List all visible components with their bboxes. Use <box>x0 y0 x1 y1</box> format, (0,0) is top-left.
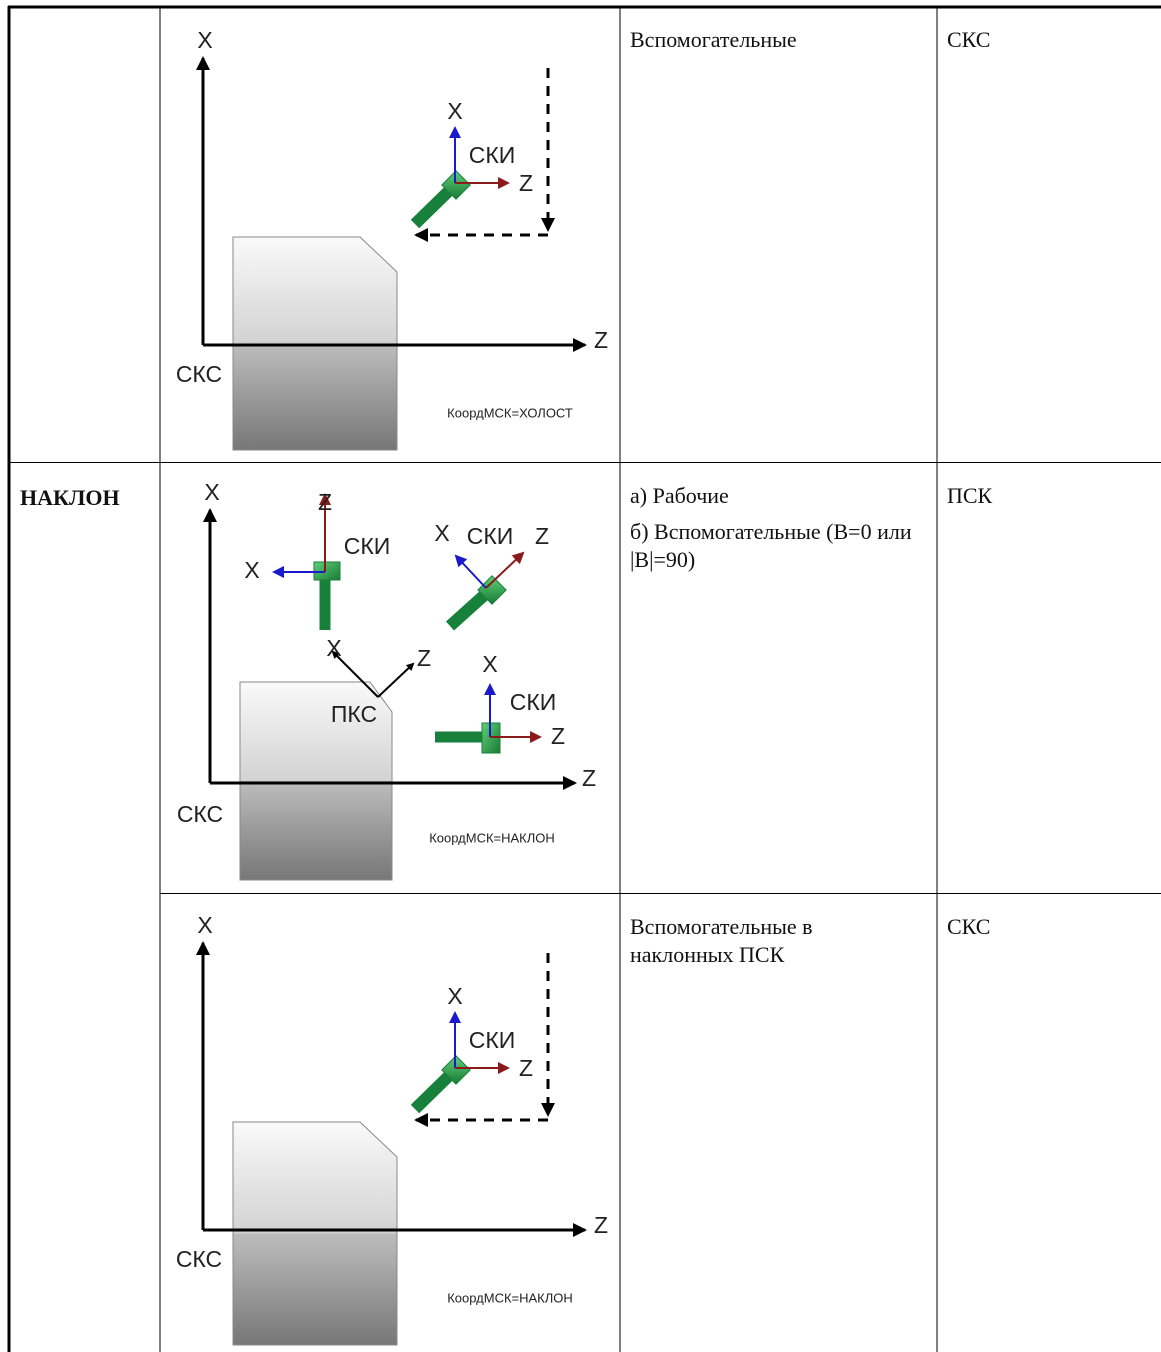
axis-label: Z <box>535 523 549 549</box>
axis-label: Z <box>318 489 332 515</box>
line <box>378 664 413 697</box>
cell-text: Вспомогательные <box>630 26 920 54</box>
axis-label: X <box>447 983 462 1009</box>
axis-label: Z <box>417 645 431 671</box>
cell: СКС <box>947 26 1147 62</box>
diagram: X Z СКС X СКИ Z КоордМСК=ХОЛОСТ <box>176 27 608 450</box>
shape <box>233 1122 397 1345</box>
axis-label: Z <box>582 765 596 791</box>
table-borders <box>8 6 1161 1352</box>
axis-label: СКС <box>177 801 223 827</box>
cell-text: б) Вспомогательные (B=0 или |B|=90) <box>630 518 915 574</box>
caption: КоордМСК=НАКЛОН <box>429 830 555 845</box>
axis-label: X <box>197 27 212 53</box>
diagram: X Z СКС X СКИ Z КоордМСК=НАКЛОН <box>176 912 608 1345</box>
axis-label: Z <box>551 723 565 749</box>
axis-label: СКИ <box>469 1027 516 1053</box>
line <box>486 553 523 588</box>
caption: КоордМСК=НАКЛОН <box>447 1290 573 1305</box>
axis-label: X <box>197 912 212 938</box>
axis-label: Z <box>594 327 608 353</box>
cell-text: Вспомогательные в наклонных ПСК <box>630 913 910 969</box>
diagram: X Z СКС Z СКИ X X СКИ Z X Z ПКС X СКИ Z … <box>177 479 596 880</box>
axis-label: Z <box>594 1212 608 1238</box>
axis-label: X <box>204 479 219 505</box>
mode-label: НАКЛОН <box>20 484 138 512</box>
cell: а) Рабочие б) Вспомогательные (B=0 или |B… <box>630 482 915 582</box>
axis-label: X <box>326 635 341 661</box>
cell: ПСК <box>947 482 1147 518</box>
axis-label: СКИ <box>344 533 391 559</box>
cell-text: СКС <box>947 26 1147 54</box>
axis-label: СКИ <box>467 523 514 549</box>
axis-label: X <box>482 651 497 677</box>
caption: КоордМСК=ХОЛОСТ <box>447 405 573 420</box>
axis-label: X <box>447 98 462 124</box>
cell: Вспомогательные <box>630 26 920 62</box>
cell-text: ПСК <box>947 482 1147 510</box>
page: X Z СКС X СКИ Z КоордМСК=ХОЛОСТ X Z СКС … <box>0 0 1161 1352</box>
axis-label: СКИ <box>469 142 516 168</box>
cell: СКС <box>947 913 1147 949</box>
axis-label: СКИ <box>510 689 557 715</box>
table-drawing: X Z СКС X СКИ Z КоордМСК=ХОЛОСТ X Z СКС … <box>0 0 1161 1352</box>
axis-label: ПКС <box>331 701 377 727</box>
axis-label: СКС <box>176 1246 222 1272</box>
cell-text: а) Рабочие <box>630 482 915 510</box>
axis-label: СКС <box>176 361 222 387</box>
axis-label: X <box>434 520 449 546</box>
axis-label: Z <box>519 170 533 196</box>
cell-text: СКС <box>947 913 1147 941</box>
axis-label: Z <box>519 1055 533 1081</box>
cell: Вспомогательные в наклонных ПСК <box>630 913 910 977</box>
line <box>456 556 486 588</box>
axis-label: X <box>244 557 259 583</box>
